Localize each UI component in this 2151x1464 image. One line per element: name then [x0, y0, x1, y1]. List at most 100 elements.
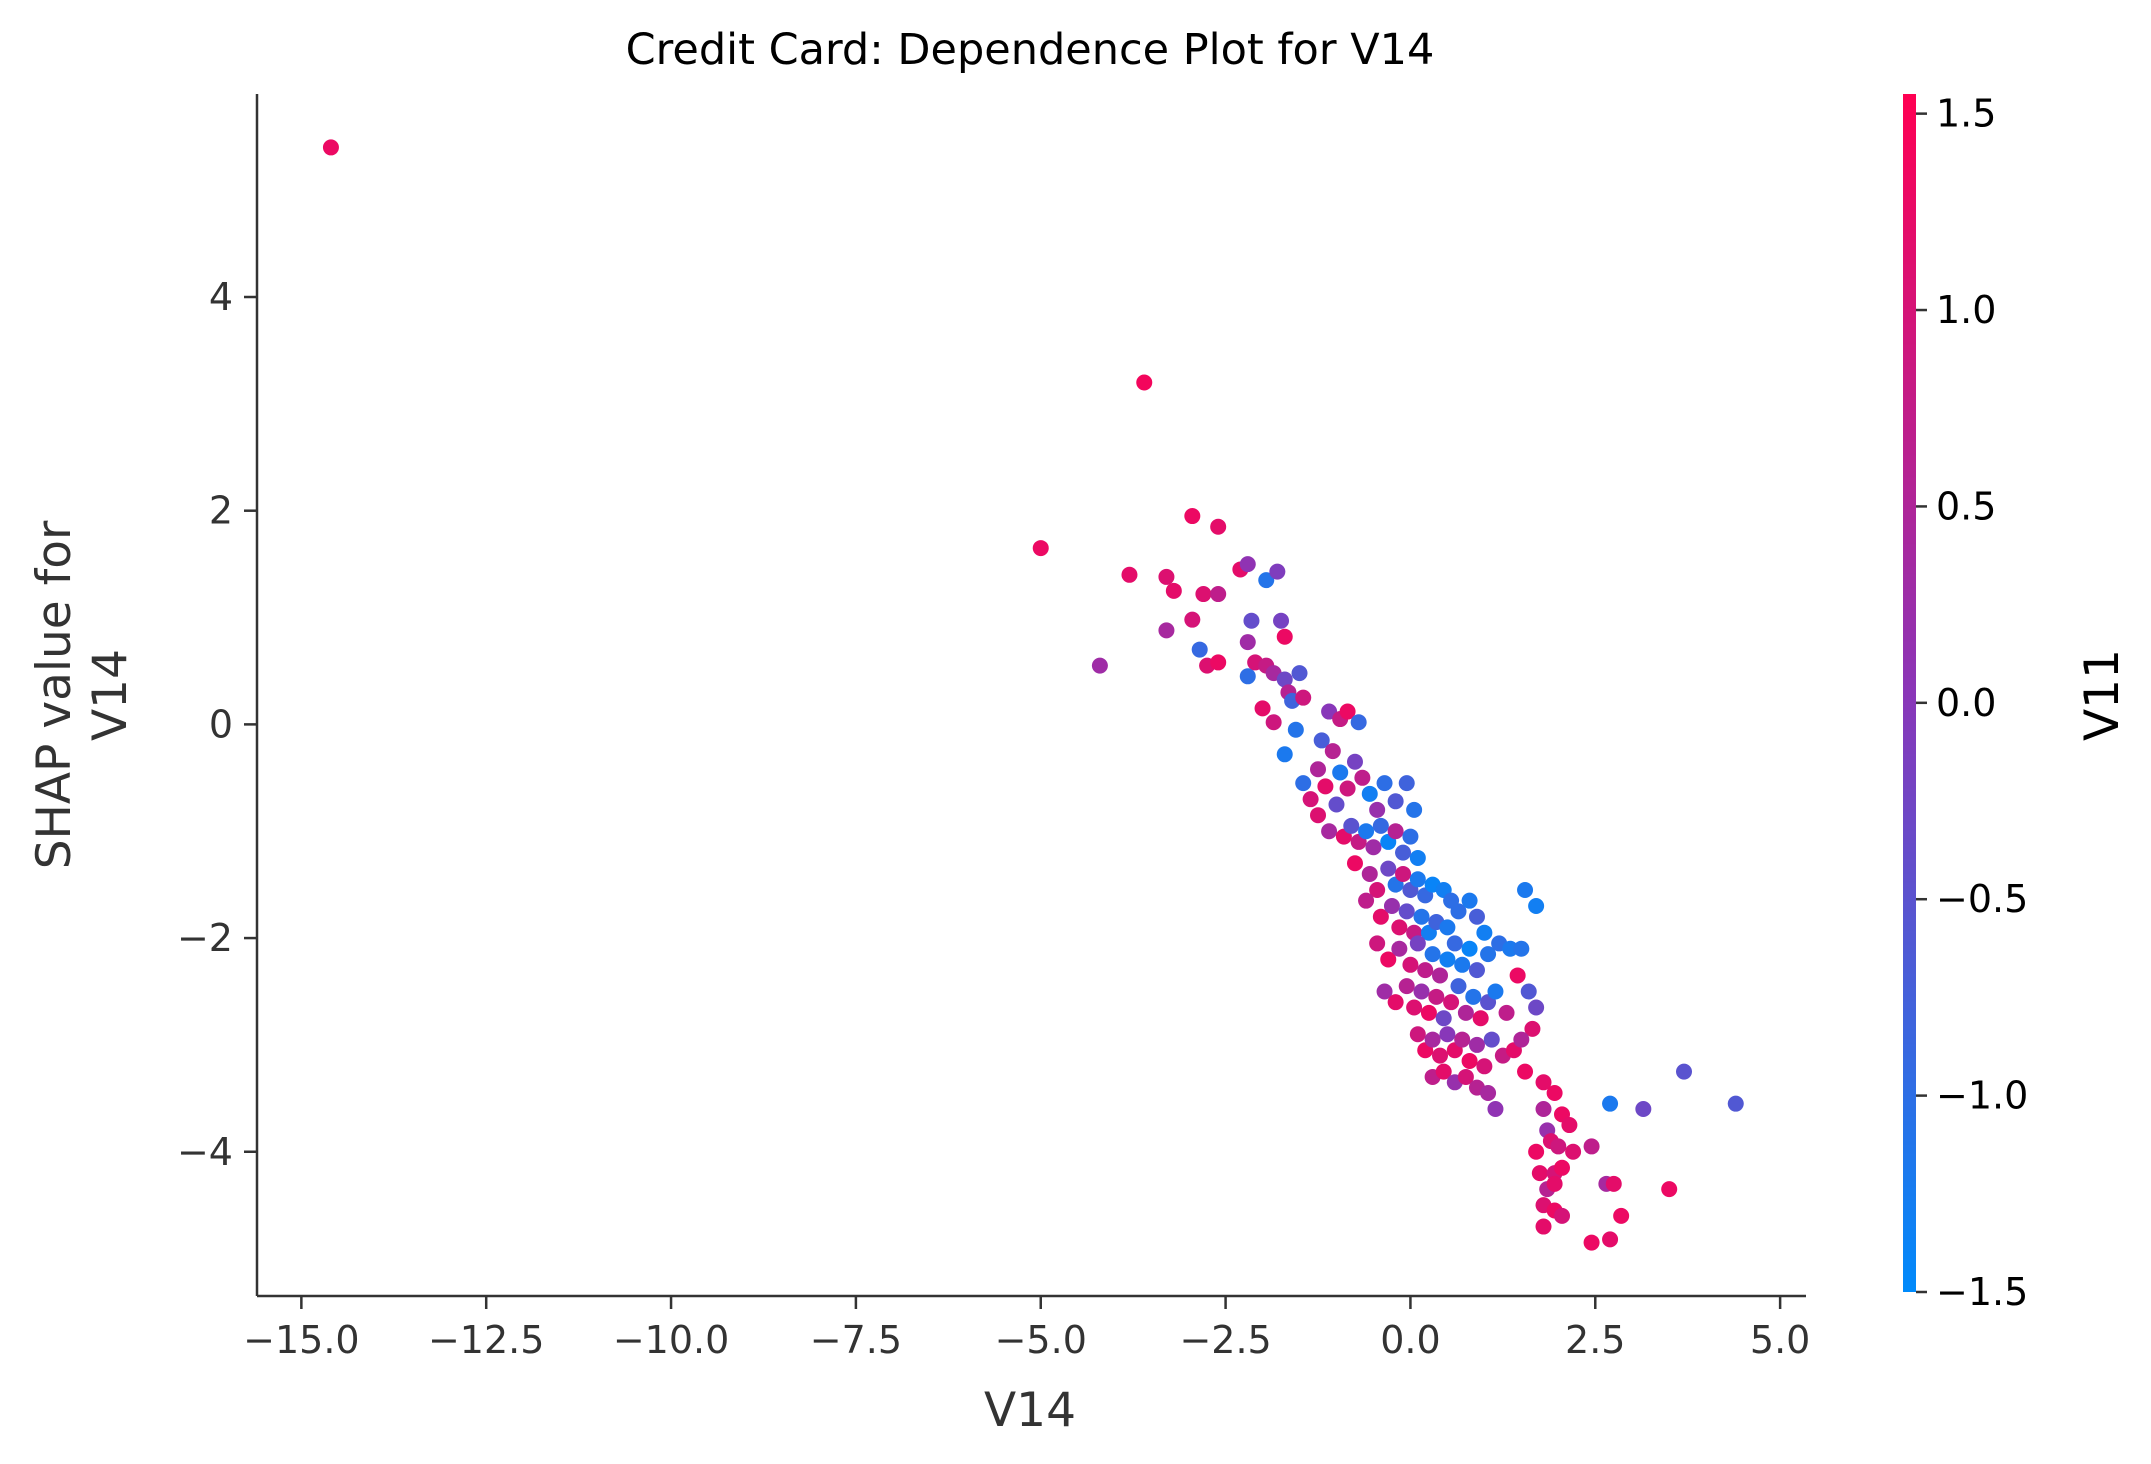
data-point: [1254, 700, 1271, 717]
data-point: [1321, 823, 1338, 840]
colorbar-ticks: −1.5 −1.0 −0.5 0.0 0.5 1.0 1.5: [1916, 92, 2028, 1314]
data-point: [1269, 563, 1286, 580]
data-point: [1265, 714, 1282, 731]
x-tick-label: −15.0: [243, 1318, 359, 1362]
data-point: [1613, 1207, 1630, 1224]
data-point: [1454, 1031, 1471, 1048]
data-point: [1461, 1052, 1478, 1069]
data-point: [1483, 1031, 1500, 1048]
data-point: [1554, 1207, 1571, 1224]
data-point: [1317, 778, 1334, 795]
data-point: [1487, 1101, 1504, 1118]
colorbar-tick-label: −1.0: [1936, 1074, 2028, 1118]
data-point: [1502, 940, 1519, 957]
data-point: [1121, 566, 1138, 583]
data-point: [1210, 654, 1227, 671]
data-point: [1513, 1031, 1530, 1048]
data-point: [1450, 978, 1467, 995]
data-point: [1032, 540, 1049, 557]
data-point: [1398, 978, 1415, 995]
colorbar-tick-label: 1.0: [1936, 288, 1996, 332]
colorbar: [1903, 94, 1916, 1292]
data-point: [1376, 775, 1393, 792]
data-point: [1339, 703, 1356, 720]
data-point: [1239, 634, 1256, 651]
data-point: [1468, 908, 1485, 925]
data-point: [1509, 967, 1526, 984]
data-point: [1528, 999, 1545, 1016]
data-point: [1210, 586, 1227, 603]
data-point: [1409, 871, 1426, 888]
data-point: [1398, 903, 1415, 920]
data-point: [1498, 1004, 1515, 1021]
data-point: [1184, 508, 1201, 525]
x-tick-label: −10.0: [613, 1318, 729, 1362]
data-point: [1583, 1234, 1600, 1251]
data-point: [1165, 582, 1182, 599]
data-point: [1191, 641, 1208, 658]
colorbar-tick-label: 1.5: [1936, 92, 1996, 136]
data-point: [1476, 924, 1493, 941]
data-point: [1310, 761, 1327, 778]
data-point: [1184, 611, 1201, 628]
y-tick-label: −2: [177, 916, 233, 960]
data-point: [1546, 1084, 1563, 1101]
data-point: [1535, 1101, 1552, 1118]
scatter-points: [322, 139, 1744, 1251]
data-point: [1383, 898, 1400, 915]
y-axis-ticks: −4 −2 0 2 4: [177, 275, 257, 1174]
data-point: [1361, 785, 1378, 802]
data-point: [1428, 988, 1445, 1005]
y-axis-label-line-2: V14: [83, 649, 138, 741]
data-point: [1387, 793, 1404, 810]
data-point: [1136, 374, 1153, 391]
data-point: [1276, 746, 1293, 763]
data-point: [1243, 612, 1260, 629]
x-axis-ticks: −15.0 −12.5 −10.0 −7.5 −5.0 −2.5 0.0 2.5 5.0: [243, 1296, 1810, 1362]
colorbar-tick-label: 0.0: [1936, 681, 1996, 725]
data-point: [1350, 714, 1367, 731]
data-point: [1517, 881, 1534, 898]
colorbar-tick-label: −0.5: [1936, 877, 2028, 921]
data-point: [1550, 1138, 1567, 1155]
data-point: [1472, 1010, 1489, 1027]
data-point: [1424, 1031, 1441, 1048]
data-point: [1554, 1159, 1571, 1176]
data-point: [1432, 967, 1449, 984]
x-tick-label: −2.5: [1179, 1318, 1271, 1362]
data-point: [1346, 753, 1363, 770]
data-point: [1439, 919, 1456, 936]
x-tick-label: 0.0: [1380, 1318, 1440, 1362]
data-point: [1420, 1004, 1437, 1021]
data-point: [1476, 1058, 1493, 1075]
y-axis-label: SHAP value for V14: [27, 520, 138, 869]
data-point: [1409, 935, 1426, 952]
data-point: [1395, 844, 1412, 861]
data-point: [1443, 994, 1460, 1011]
data-point: [1524, 1020, 1541, 1037]
data-point: [1343, 817, 1360, 834]
y-tick-label: 4: [209, 275, 233, 319]
data-point: [1402, 828, 1419, 845]
colorbar-label: V11: [2075, 649, 2130, 741]
data-point: [1361, 865, 1378, 882]
data-point: [1239, 668, 1256, 685]
x-tick-label: 5.0: [1750, 1318, 1810, 1362]
data-point: [1358, 892, 1375, 909]
data-point: [1324, 743, 1341, 760]
data-point: [1273, 612, 1290, 629]
data-point: [1565, 1143, 1582, 1160]
data-point: [1398, 775, 1415, 792]
data-point: [1091, 657, 1108, 674]
data-point: [1661, 1181, 1678, 1198]
data-point: [1302, 791, 1319, 808]
x-tick-label: −7.5: [810, 1318, 902, 1362]
data-point: [1435, 1063, 1452, 1080]
data-point: [1727, 1095, 1744, 1112]
data-point: [1602, 1095, 1619, 1112]
data-point: [1158, 568, 1175, 585]
data-point: [1450, 903, 1467, 920]
data-point: [1461, 892, 1478, 909]
data-point: [1376, 983, 1393, 1000]
